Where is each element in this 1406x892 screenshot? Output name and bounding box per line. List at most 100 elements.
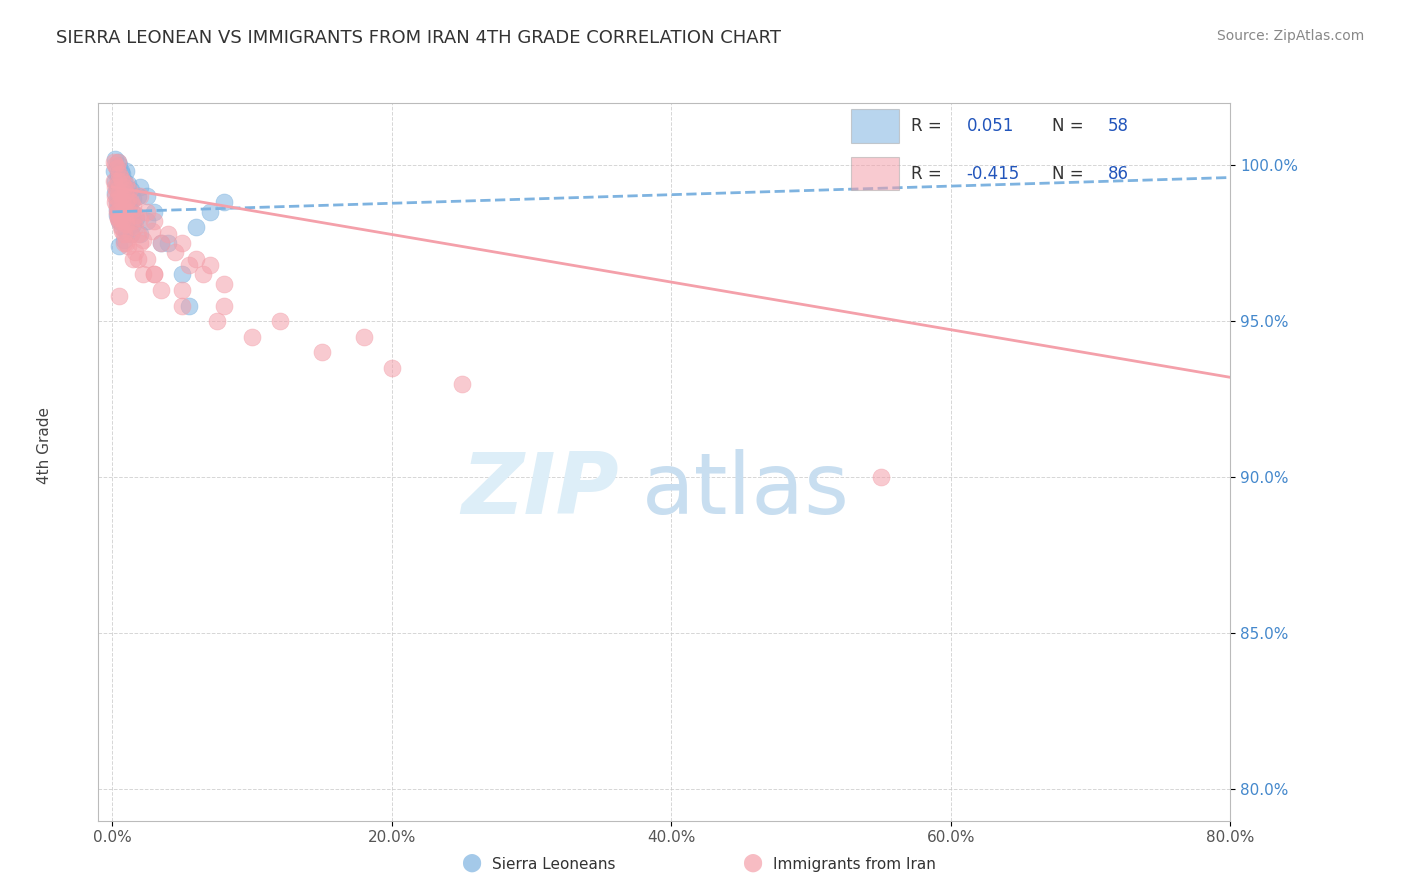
Point: [122, 198, 145, 212]
Point: [107, 211, 129, 226]
Point: [115, 189, 138, 203]
Text: ⬤: ⬤: [461, 854, 481, 872]
Point: [143, 268, 166, 282]
Point: [111, 214, 134, 228]
Point: [120, 227, 142, 241]
Text: Immigrants from Iran: Immigrants from Iran: [773, 857, 936, 872]
Point: [212, 298, 235, 312]
Point: [450, 376, 472, 391]
Point: [114, 186, 136, 201]
Point: [186, 252, 208, 266]
Point: [136, 189, 159, 203]
Point: [115, 164, 138, 178]
Point: [269, 314, 291, 328]
Point: [120, 227, 142, 241]
Point: [110, 170, 132, 185]
Text: 4th Grade: 4th Grade: [38, 408, 52, 484]
Point: [110, 174, 132, 188]
Point: [107, 155, 129, 169]
Point: [122, 218, 145, 232]
Point: [104, 195, 127, 210]
FancyBboxPatch shape: [851, 110, 900, 144]
Text: 58: 58: [1108, 118, 1129, 136]
Point: [200, 204, 222, 219]
Point: [132, 233, 155, 247]
Text: N =: N =: [1052, 164, 1090, 183]
Point: [311, 345, 333, 359]
Point: [110, 211, 132, 226]
Text: R =: R =: [911, 164, 946, 183]
Point: [117, 192, 139, 206]
Point: [870, 470, 893, 484]
Point: [186, 220, 208, 235]
Point: [115, 211, 138, 226]
Point: [125, 208, 148, 222]
Point: [136, 252, 159, 266]
Point: [108, 239, 131, 253]
Point: [127, 227, 149, 241]
Point: [112, 192, 135, 206]
Point: [107, 211, 129, 226]
Text: R =: R =: [911, 118, 946, 136]
Point: [353, 330, 375, 344]
Point: [240, 330, 263, 344]
Point: [103, 164, 125, 178]
Point: [104, 186, 127, 201]
Point: [157, 236, 180, 251]
Point: [111, 220, 134, 235]
Point: [132, 268, 155, 282]
Point: [104, 152, 127, 166]
Point: [107, 168, 129, 182]
Point: [108, 177, 131, 191]
Point: [118, 183, 141, 197]
Point: [136, 204, 159, 219]
Point: [111, 223, 134, 237]
Point: [108, 168, 131, 182]
Point: [115, 177, 138, 191]
Point: [111, 177, 134, 191]
Point: [120, 195, 142, 210]
Point: [205, 314, 228, 328]
Point: [111, 174, 134, 188]
Point: [193, 268, 215, 282]
FancyBboxPatch shape: [851, 157, 900, 190]
Point: [141, 223, 163, 237]
Text: 0.051: 0.051: [966, 118, 1014, 136]
Point: [143, 214, 166, 228]
Point: [108, 198, 131, 212]
Point: [179, 298, 201, 312]
Text: ZIP: ZIP: [461, 449, 619, 532]
Point: [381, 360, 404, 375]
Point: [124, 220, 146, 235]
Point: [103, 155, 125, 169]
Point: [122, 192, 145, 206]
Point: [111, 186, 134, 201]
Point: [115, 236, 138, 251]
Point: [129, 189, 152, 203]
Text: SIERRA LEONEAN VS IMMIGRANTS FROM IRAN 4TH GRADE CORRELATION CHART: SIERRA LEONEAN VS IMMIGRANTS FROM IRAN 4…: [56, 29, 782, 46]
Point: [115, 218, 138, 232]
Text: Source: ZipAtlas.com: Source: ZipAtlas.com: [1216, 29, 1364, 43]
Point: [143, 268, 166, 282]
Point: [125, 211, 148, 226]
Text: ⬤: ⬤: [742, 854, 762, 872]
Point: [105, 204, 128, 219]
Point: [212, 195, 235, 210]
Point: [114, 180, 136, 194]
Point: [112, 227, 135, 241]
Point: [105, 208, 128, 222]
Text: Sierra Leoneans: Sierra Leoneans: [492, 857, 616, 872]
Point: [150, 236, 173, 251]
Point: [108, 158, 131, 172]
Point: [120, 183, 142, 197]
Point: [124, 245, 146, 260]
Point: [105, 202, 128, 216]
Point: [112, 202, 135, 216]
Text: 86: 86: [1108, 164, 1129, 183]
Point: [107, 155, 129, 169]
Point: [172, 236, 194, 251]
Point: [129, 227, 152, 241]
Point: [108, 214, 131, 228]
Point: [112, 236, 135, 251]
Point: [104, 180, 127, 194]
